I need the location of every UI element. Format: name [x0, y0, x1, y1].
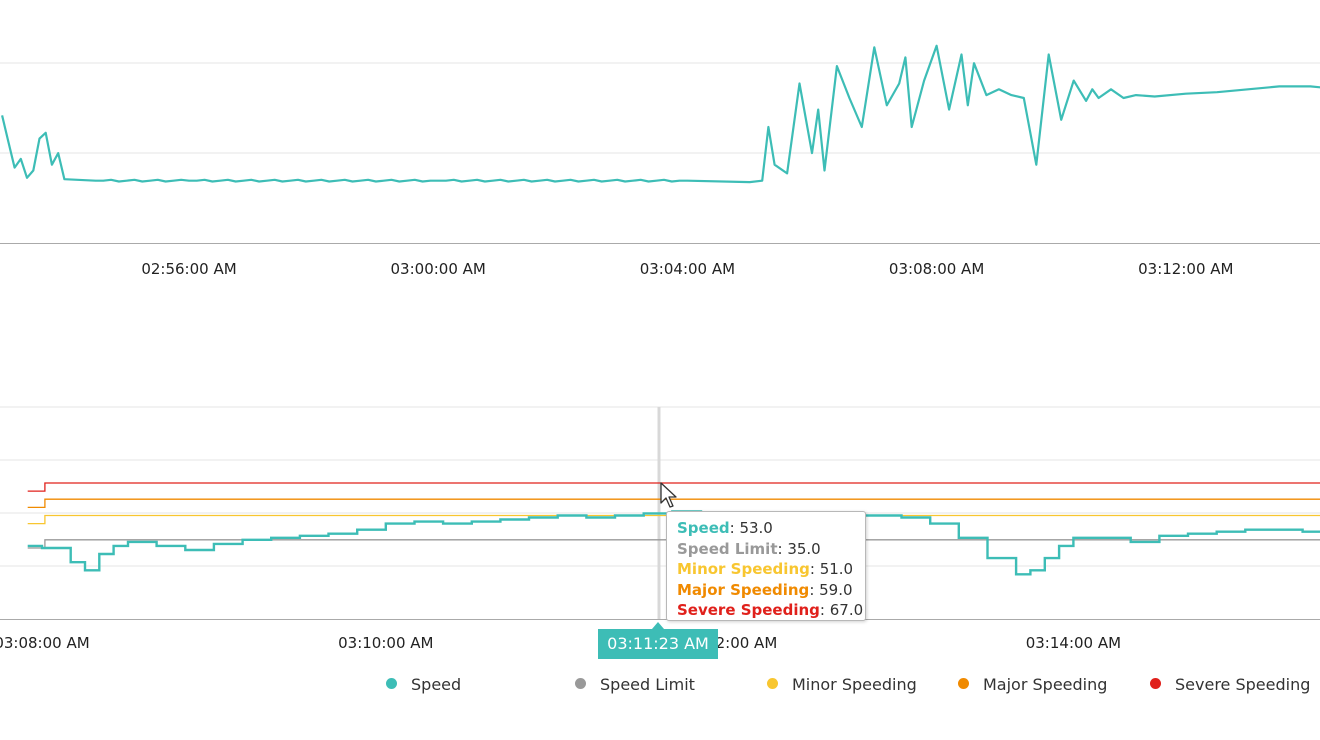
speed-tooltip: Speed: 53.0 Speed Limit: 35.0 Minor Spee…: [666, 511, 866, 621]
tooltip-separator: :: [777, 539, 788, 558]
overview-x-tick-label: 03:12:00 AM: [1138, 260, 1233, 278]
tooltip-row-speed-limit: Speed Limit: 35.0: [677, 539, 865, 560]
tooltip-label: Severe Speeding: [677, 601, 820, 619]
legend-label: Minor Speeding: [792, 675, 917, 694]
tooltip-label: Speed: [677, 519, 730, 537]
mouse-cursor-icon: [660, 482, 677, 508]
tooltip-row-severe-speeding: Severe Speeding: 67.0: [677, 600, 865, 621]
tooltip-label: Minor Speeding: [677, 560, 810, 578]
tooltip-label: Speed Limit: [677, 539, 778, 558]
tooltip-label: Major Speeding: [677, 580, 810, 599]
chart-legend: Speed Speed Limit Minor Speeding Major S…: [0, 672, 1320, 700]
tooltip-row-minor-speeding: Minor Speeding: 51.0: [677, 559, 865, 580]
tooltip-separator: :: [809, 580, 820, 599]
legend-label: Speed: [411, 675, 462, 694]
legend-label: Major Speeding: [983, 675, 1108, 694]
crosshair-label-arrow: [652, 622, 664, 629]
legend-item-speed[interactable]: Speed: [386, 672, 461, 700]
overview-x-tick-label: 03:08:00 AM: [889, 260, 984, 278]
legend-marker-icon: [575, 678, 586, 689]
tooltip-value: 51.0: [819, 560, 854, 578]
tooltip-value: 35.0: [787, 539, 821, 558]
legend-marker-icon: [386, 678, 397, 689]
detail-series-major-speeding: [27, 490, 1320, 509]
tooltip-separator: :: [809, 560, 820, 578]
legend-marker-icon: [958, 678, 969, 689]
tooltip-separator: :: [729, 519, 740, 537]
legend-item-speed-limit[interactable]: Speed Limit: [575, 672, 695, 700]
detail-chart[interactable]: 03:08:00 AM 03:10:00 AM 03:12:00 AM 03:14:0…: [0, 406, 1320, 652]
detail-x-tick-label: 03:14:00 AM: [1026, 634, 1121, 652]
tooltip-separator: :: [819, 601, 830, 619]
overview-speed-line: [1, 44, 1320, 184]
detail-series-minor-speeding: [27, 506, 1320, 525]
legend-label: Severe Speeding: [1175, 675, 1311, 694]
detail-x-tick-label: 03:10:00 AM: [338, 634, 433, 652]
tooltip-value: 59.0: [819, 580, 853, 599]
overview-chart[interactable]: 02:56:00 AM 03:00:00 AM 03:04:00 AM 03:08:0…: [0, 44, 1320, 278]
legend-marker-icon: [767, 678, 778, 689]
detail-x-tick-label: 03:08:00 AM: [0, 634, 90, 652]
tooltip-value: 53.0: [739, 519, 773, 537]
overview-x-tick-label: 03:00:00 AM: [391, 260, 486, 278]
legend-item-severe-speeding[interactable]: Severe Speeding: [1150, 672, 1310, 700]
tooltip-row-speed: Speed: 53.0: [677, 518, 865, 539]
legend-marker-icon: [1150, 678, 1161, 689]
crosshair-time-label: 03:11:23 AM: [598, 629, 718, 659]
overview-x-tick-label: 03:04:00 AM: [640, 260, 735, 278]
legend-item-major-speeding[interactable]: Major Speeding: [958, 672, 1107, 700]
legend-item-minor-speeding[interactable]: Minor Speeding: [767, 672, 917, 700]
tooltip-value: 67.0: [829, 601, 864, 619]
overview-x-tick-label: 02:56:00 AM: [141, 260, 236, 278]
detail-series-severe-speeding: [27, 474, 1320, 492]
tooltip-row-major-speeding: Major Speeding: 59.0: [677, 580, 865, 601]
legend-label: Speed Limit: [600, 675, 695, 694]
